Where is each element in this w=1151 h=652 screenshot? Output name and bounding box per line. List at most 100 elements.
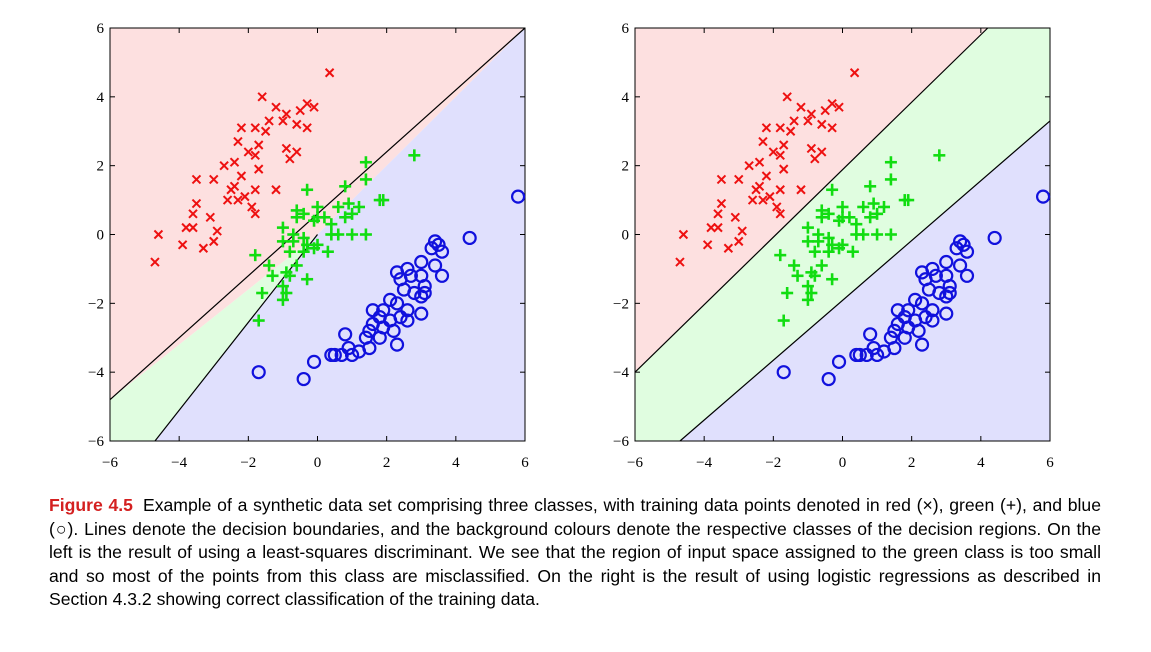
green-plus-point xyxy=(256,287,269,300)
green-plus-point xyxy=(311,200,324,213)
x-tick-label: 0 xyxy=(314,455,322,471)
red-cross-point xyxy=(302,99,312,109)
cross-stroke xyxy=(219,160,229,171)
cross-stroke xyxy=(236,123,247,133)
cross-stroke xyxy=(188,209,198,219)
green-plus-point xyxy=(297,245,310,258)
blue-circle-point xyxy=(939,289,954,304)
green-plus-point xyxy=(290,211,303,224)
blue-circle-point xyxy=(932,285,947,301)
red-cross-point xyxy=(236,123,247,133)
cross-stroke xyxy=(782,92,792,102)
blue-circle-point xyxy=(427,258,443,273)
green-plus-point xyxy=(815,211,828,224)
blue-circle-point xyxy=(914,296,930,311)
green-plus-point xyxy=(359,173,372,186)
red-cross-point xyxy=(730,212,740,222)
red-cross-point xyxy=(775,123,785,133)
cross-stroke xyxy=(302,123,312,133)
red-cross-point xyxy=(191,198,202,209)
x-tick-label: −4 xyxy=(696,455,712,471)
cross-stroke xyxy=(153,229,164,240)
blue-circle-point xyxy=(306,354,322,369)
x-tick-label: 2 xyxy=(383,455,391,471)
cross-stroke xyxy=(775,150,785,161)
green-plus-point xyxy=(902,194,915,207)
cross-stroke xyxy=(761,123,772,133)
red-cross-point xyxy=(734,236,744,247)
red-cross-point xyxy=(716,198,727,209)
y-tick-label: −6 xyxy=(88,434,104,450)
y-tick-label: 4 xyxy=(97,90,105,106)
blue-circle-point xyxy=(776,365,791,380)
red-cross-point xyxy=(254,164,264,174)
cross-stroke xyxy=(744,160,754,171)
blue-circle-point xyxy=(383,292,398,307)
cross-stroke xyxy=(734,174,744,185)
green-plus-point xyxy=(308,242,321,255)
blue-circle-point xyxy=(859,347,874,363)
green-plus-point xyxy=(276,280,289,293)
red-cross-point xyxy=(723,243,734,253)
blue-circle-point xyxy=(389,337,405,352)
red-cross-point xyxy=(271,102,281,112)
green-plus-point xyxy=(276,235,289,248)
red-cross-point xyxy=(849,68,860,78)
green-plus-point xyxy=(812,235,825,248)
blue-circle-point xyxy=(389,265,405,280)
cross-stroke xyxy=(271,102,281,112)
green-plus-point xyxy=(283,245,296,258)
green-plus-point xyxy=(342,197,355,210)
green-plus-point xyxy=(833,214,846,227)
cross-stroke xyxy=(754,157,765,167)
green-plus-point xyxy=(290,259,303,272)
green-plus-point xyxy=(864,180,877,193)
green-plus-point xyxy=(332,200,345,213)
cross-stroke xyxy=(817,119,827,130)
cross-stroke xyxy=(806,143,817,154)
cross-stroke xyxy=(233,195,243,205)
green-plus-point xyxy=(808,269,821,282)
blue-circle-point xyxy=(890,303,905,318)
red-cross-point xyxy=(706,222,716,233)
x-tick-label: 2 xyxy=(908,455,916,471)
green-plus-point xyxy=(781,287,794,300)
y-tick-label: 2 xyxy=(97,159,105,175)
green-plus-point xyxy=(297,231,310,244)
red-cross-point xyxy=(324,68,335,78)
blue-circle-point xyxy=(296,371,311,387)
green-plus-point xyxy=(301,273,314,286)
cross-stroke xyxy=(247,202,257,212)
x-tick-label: −6 xyxy=(627,455,643,471)
cross-stroke xyxy=(271,185,281,195)
red-cross-point xyxy=(737,226,747,236)
cross-stroke xyxy=(209,236,219,247)
green-plus-point xyxy=(263,259,276,272)
cross-stroke xyxy=(188,222,198,233)
blue-circle-point xyxy=(414,306,429,321)
cross-stroke xyxy=(205,212,215,222)
blue-circle-point xyxy=(362,323,377,338)
cross-stroke xyxy=(747,195,758,205)
red-cross-point xyxy=(150,257,160,267)
cross-stroke xyxy=(254,164,264,174)
red-cross-point xyxy=(292,119,302,130)
cross-stroke xyxy=(723,243,734,253)
blue-circle-point xyxy=(372,330,387,345)
red-cross-point xyxy=(775,185,785,195)
red-cross-point xyxy=(247,202,257,212)
green-plus-point xyxy=(377,194,390,207)
red-cross-point xyxy=(713,222,723,233)
red-cross-point xyxy=(233,195,243,205)
green-plus-point xyxy=(826,273,839,286)
red-cross-point xyxy=(678,229,689,240)
cross-stroke xyxy=(775,123,785,133)
red-cross-point xyxy=(181,222,191,233)
red-cross-point xyxy=(806,143,817,154)
green-plus-point xyxy=(808,245,821,258)
red-cross-point xyxy=(222,195,233,205)
y-tick-label: −4 xyxy=(88,365,104,381)
cross-stroke xyxy=(678,229,689,240)
green-plus-point xyxy=(864,211,877,224)
blue-circle-point xyxy=(414,254,429,270)
